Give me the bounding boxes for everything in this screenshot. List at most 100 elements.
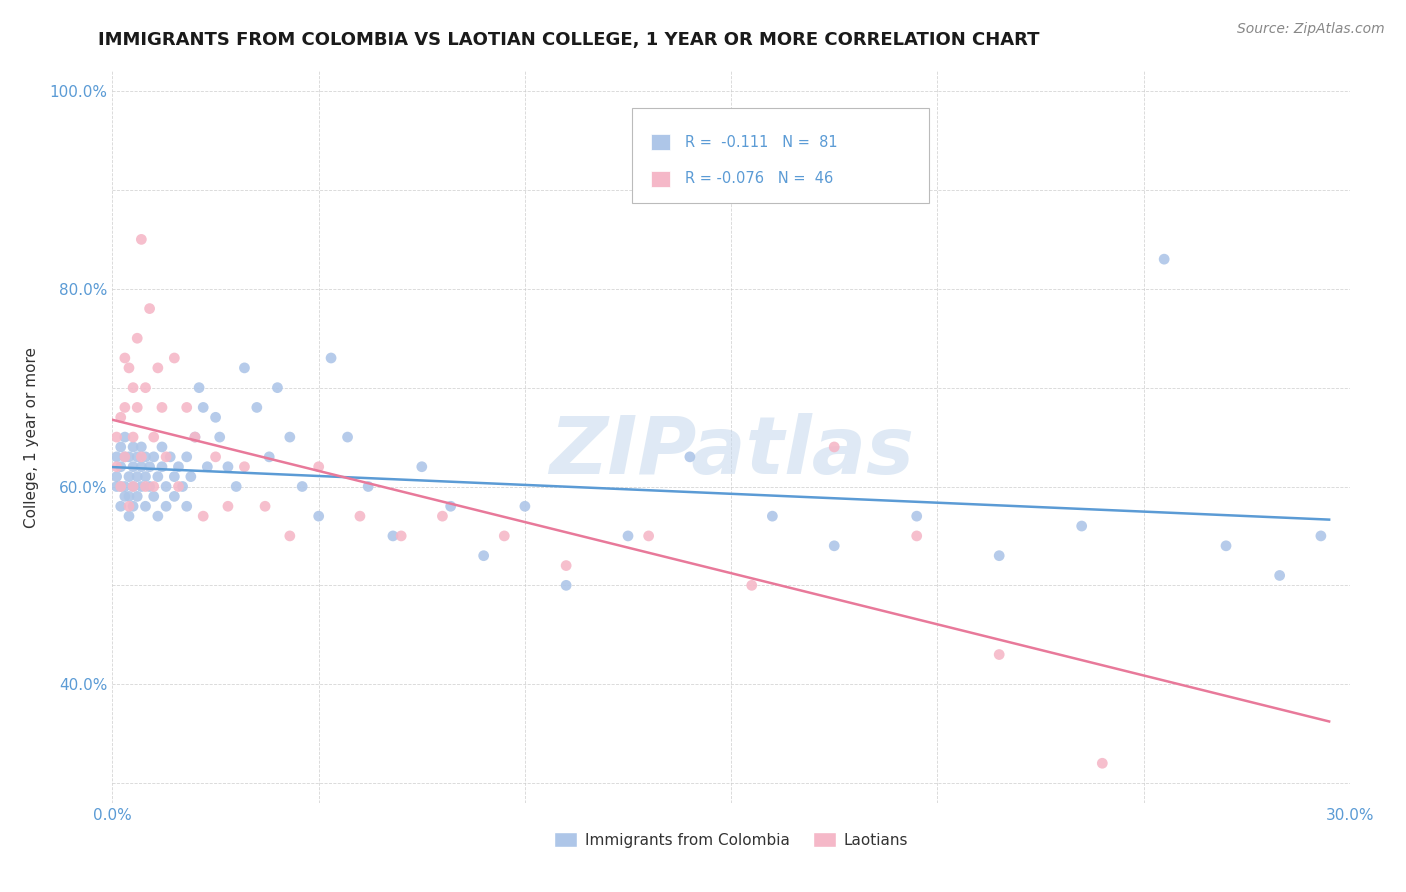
Point [823,539,845,553]
Point [118,500,141,514]
Point [134,479,156,493]
Point [142,450,165,464]
Point [138,301,160,316]
Point [105,430,128,444]
Point [208,430,231,444]
Point [905,509,928,524]
Point [122,479,145,493]
Point [411,459,433,474]
Point [193,401,215,415]
Point [134,500,156,514]
Point [131,440,153,454]
Point [233,360,256,375]
Point [988,549,1011,563]
Point [122,430,145,444]
Point [122,479,145,493]
Point [114,450,136,464]
Point [217,459,239,474]
Point [1268,568,1291,582]
Point [1070,519,1092,533]
Point [513,500,536,514]
Point [134,469,156,483]
Point [105,479,128,493]
Point [146,360,169,375]
Point [110,479,132,493]
Point [105,469,128,483]
Point [150,401,173,415]
Point [138,459,160,474]
Point [118,360,141,375]
Point [122,459,145,474]
Point [142,479,165,493]
Point [278,430,301,444]
Text: Source: ZipAtlas.com: Source: ZipAtlas.com [1237,22,1385,37]
Point [637,529,659,543]
Point [184,430,207,444]
Point [155,479,177,493]
Point [193,509,215,524]
Point [308,509,330,524]
Point [131,459,153,474]
Point [432,509,454,524]
Point [180,469,202,483]
Point [114,489,136,503]
Point [176,500,198,514]
Text: IMMIGRANTS FROM COLOMBIA VS LAOTIAN COLLEGE, 1 YEAR OR MORE CORRELATION CHART: IMMIGRANTS FROM COLOMBIA VS LAOTIAN COLL… [98,31,1040,49]
Legend: Immigrants from Colombia, Laotians: Immigrants from Colombia, Laotians [548,825,914,854]
Point [134,450,156,464]
Text: R = -0.076   N =  46: R = -0.076 N = 46 [685,171,832,186]
Point [823,440,845,454]
Point [150,440,173,454]
Point [105,459,128,474]
Point [142,430,165,444]
Point [122,500,145,514]
Point [122,381,145,395]
Y-axis label: College, 1 year or more: College, 1 year or more [24,347,38,527]
Point [127,469,149,483]
Point [176,450,198,464]
Point [142,489,165,503]
Point [472,549,495,563]
Point [195,459,218,474]
Point [110,459,132,474]
Point [1215,539,1237,553]
Point [988,648,1011,662]
Point [336,430,359,444]
Point [138,479,160,493]
Point [127,401,149,415]
Point [184,430,207,444]
Point [118,469,141,483]
Point [741,578,763,592]
Point [167,479,190,493]
Point [257,450,280,464]
Point [163,489,186,503]
Point [555,558,578,573]
Point [110,479,132,493]
Point [204,450,226,464]
Point [122,440,145,454]
Point [127,450,149,464]
Point [319,351,342,365]
Point [163,469,186,483]
Point [357,479,380,493]
Point [761,509,783,524]
Point [131,479,153,493]
Point [163,351,186,365]
Point [308,459,330,474]
Point [114,351,136,365]
FancyBboxPatch shape [651,135,669,151]
Point [1153,252,1175,267]
Point [246,401,269,415]
Point [555,578,578,592]
Point [266,381,288,395]
FancyBboxPatch shape [651,171,669,187]
Point [114,450,136,464]
Point [1309,529,1331,543]
Point [118,450,141,464]
Text: R =  -0.111   N =  81: R = -0.111 N = 81 [685,135,837,150]
Point [155,500,177,514]
Point [167,459,190,474]
Point [118,489,141,503]
Point [131,232,153,246]
Point [176,401,198,415]
